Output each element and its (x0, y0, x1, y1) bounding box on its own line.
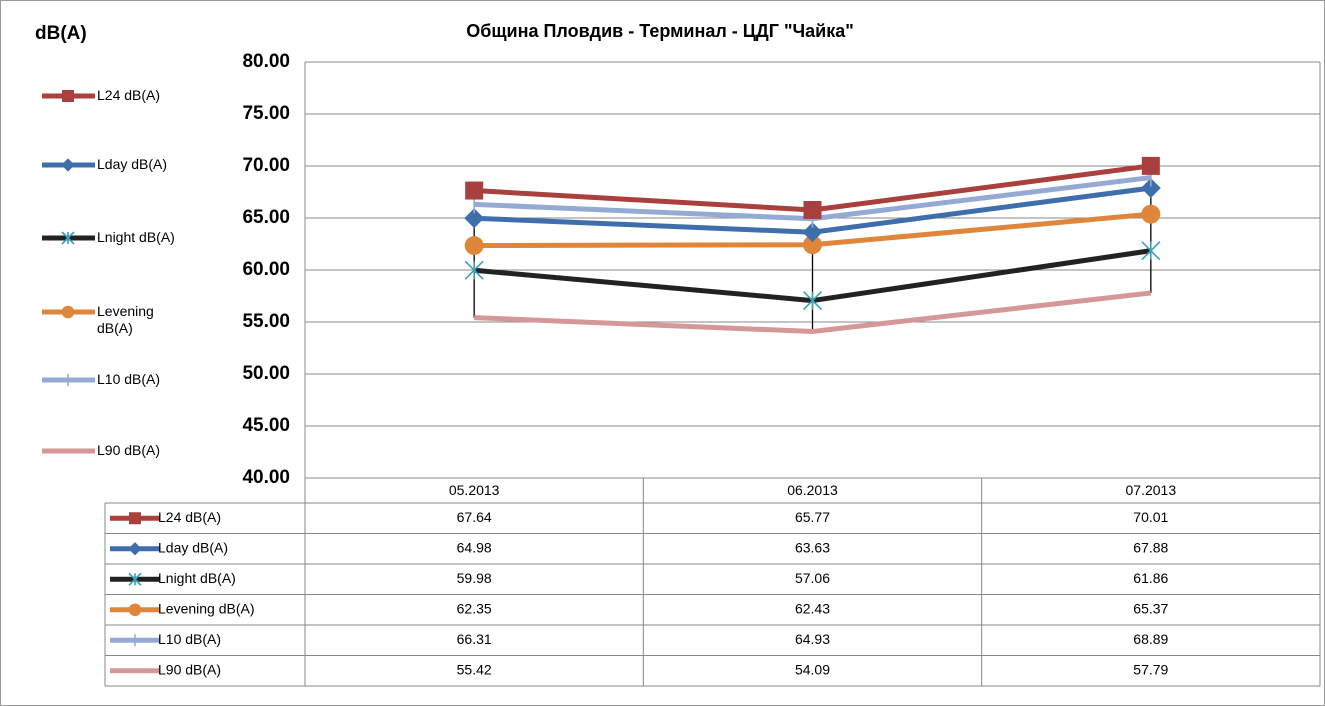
y-tick-label: 45.00 (242, 415, 290, 436)
legend-label: Lday dB(A) (97, 156, 168, 172)
y-tick-label: 55.00 (242, 311, 290, 332)
data-marker (1141, 156, 1160, 175)
legend-label: L24 dB(A) (97, 87, 161, 103)
legend-item: L90 dB(A) (97, 442, 161, 458)
table-value: 54.09 (795, 661, 830, 677)
table-key-marker (129, 512, 141, 525)
table-key-marker (128, 542, 142, 556)
y-axis-label: dB(A) (35, 23, 87, 44)
data-marker (464, 208, 485, 229)
legend-item: L10 dB(A) (97, 371, 161, 387)
data-marker (1141, 241, 1161, 261)
table-value: 66.31 (457, 631, 492, 647)
y-tick-label: 80.00 (242, 51, 290, 72)
chart-title: Община Пловдив - Терминал - ЦДГ "Чайка" (466, 21, 854, 41)
table-value: 61.86 (1133, 570, 1168, 586)
table-value: 65.37 (1133, 600, 1168, 616)
x-tick-label: 07.2013 (1126, 482, 1177, 498)
y-tick-label: 60.00 (242, 259, 290, 280)
data-marker (802, 291, 823, 311)
legend-marker (61, 158, 75, 172)
x-tick-label: 05.2013 (449, 482, 500, 498)
table-value: 65.77 (795, 509, 830, 525)
data-marker (464, 260, 484, 280)
table-row-label: L10 dB(A) (158, 631, 221, 647)
legend-item: L24 dB(A) (97, 87, 161, 103)
legend-label: Levening dB(A) (97, 303, 154, 336)
table-value: 59.98 (457, 570, 492, 586)
y-tick-label: 65.00 (242, 207, 290, 228)
table-key-marker (128, 603, 142, 617)
legend-label: Lnight dB(A) (97, 229, 175, 245)
data-marker (802, 222, 823, 243)
table-value: 62.43 (795, 600, 830, 616)
table-row-label: Lday dB(A) (158, 539, 228, 555)
table-value: 57.06 (795, 570, 830, 586)
data-marker (465, 181, 484, 200)
data-marker (464, 236, 484, 256)
table-value: 64.93 (795, 631, 830, 647)
data-marker (1141, 204, 1161, 224)
table-value: 67.64 (457, 509, 492, 525)
legend-label: L90 dB(A) (97, 442, 161, 458)
table-row-label: L24 dB(A) (158, 509, 221, 525)
table-value: 68.89 (1133, 631, 1168, 647)
table-value: 57.79 (1133, 661, 1168, 677)
y-tick-label: 70.00 (242, 155, 290, 176)
data-marker (803, 235, 822, 255)
table-value: 62.35 (457, 600, 492, 616)
legend-label: L10 dB(A) (97, 371, 161, 387)
y-tick-label: 75.00 (242, 103, 290, 124)
legend-item: Lday dB(A) (97, 156, 168, 172)
table-row-label: L90 dB(A) (158, 661, 221, 677)
table-row-label: Lnight dB(A) (158, 570, 236, 586)
legend-marker (62, 90, 74, 102)
table-value: 67.88 (1133, 539, 1168, 555)
x-tick-label: 06.2013 (787, 482, 838, 498)
table-key-marker (128, 572, 142, 586)
data-marker (803, 200, 822, 219)
table-value: 63.63 (795, 539, 830, 555)
legend-item: Levening dB(A) (97, 303, 154, 336)
y-tick-label: 40.00 (242, 467, 290, 488)
legend-marker (61, 231, 75, 245)
y-tick-label: 50.00 (242, 363, 290, 384)
legend-item: Lnight dB(A) (97, 229, 175, 245)
table-value: 64.98 (457, 539, 492, 555)
table-value: 55.42 (457, 661, 492, 677)
data-marker (1140, 178, 1161, 198)
table-value: 70.01 (1133, 509, 1168, 525)
table-row-label: Levening dB(A) (158, 600, 255, 616)
legend-marker (61, 305, 75, 319)
